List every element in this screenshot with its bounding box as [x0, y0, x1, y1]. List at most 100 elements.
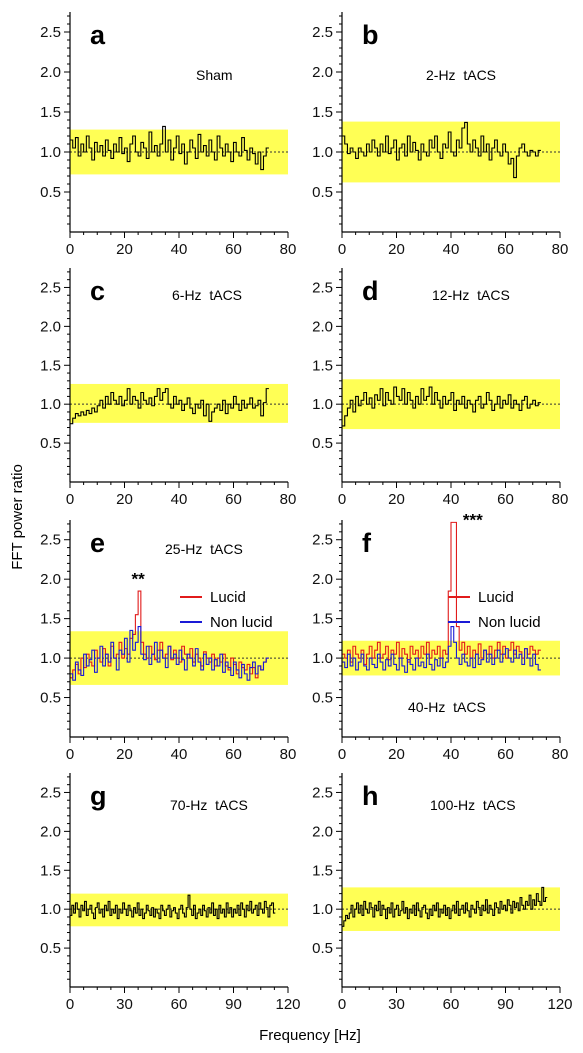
panel-e-y-tick-label: 2.5: [40, 532, 61, 549]
panel-g-series-0: [70, 894, 276, 920]
panel-h-letter: h: [362, 781, 379, 811]
panel-a: 0.5 1.0 1.5 2.0 2.5 0 20 40 60 80 a Sham: [40, 12, 296, 258]
panel-b-y-tick-label: 2.5: [312, 24, 333, 41]
panel-a-x-tick-label: 20: [116, 241, 133, 258]
panel-e-y-tick-label: 1.0: [40, 650, 61, 667]
panel-a-x-tick-label: 60: [225, 241, 242, 258]
panel-g-y-tick-label: 2.0: [40, 823, 61, 840]
panel-b-x-tick-label: 60: [497, 241, 514, 258]
panel-f-y-tick-label: 0.5: [312, 690, 333, 707]
panel-a-series-0: [70, 125, 269, 171]
panel-c-y-tick-label: 1.5: [40, 357, 61, 374]
panel-c-x-tick-label: 80: [280, 491, 297, 508]
panel-c-y-tick-label: 2.5: [40, 279, 61, 296]
panel-a-condition-label: Sham: [196, 67, 233, 83]
panel-e-x-tick-label: 80: [280, 746, 297, 763]
panel-d: 0.5 1.0 1.5 2.0 2.5 0 20 40 60 80 d 12-Hz tACS: [312, 268, 568, 508]
panel-d-x-tick-label: 60: [497, 491, 514, 508]
x-axis-title: Frequency [Hz]: [259, 1027, 361, 1044]
panel-d-x-tick-label: 80: [552, 491, 569, 508]
panel-f-significance: ***: [463, 511, 483, 530]
panel-c-x-tick-label: 20: [116, 491, 133, 508]
panel-e-series-non-lucid: [70, 625, 269, 681]
panel-g-x-tick-label: 0: [66, 996, 74, 1013]
panel-e-x-tick-label: 40: [171, 746, 188, 763]
panel-g-letter: g: [90, 781, 107, 811]
panel-e-y-tick-label: 0.5: [40, 690, 61, 707]
panel-f-y-tick-label: 1.0: [312, 650, 333, 667]
panel-a-y-tick-label: 2.5: [40, 24, 61, 41]
panel-f-x-tick-label: 80: [552, 746, 569, 763]
panel-e-condition-label: 25-Hz tACS: [165, 541, 243, 557]
panel-g-condition-label: 70-Hz tACS: [170, 797, 248, 813]
panel-b: 0.5 1.0 1.5 2.0 2.5 0 20 40 60 80 b 2-Hz tACS: [312, 12, 568, 258]
panel-h-x-tick-label: 60: [443, 996, 460, 1013]
panel-a-y-tick-label: 2.0: [40, 64, 61, 81]
panel-d-x-tick-label: 0: [338, 491, 346, 508]
panel-h-x-tick-label: 0: [338, 996, 346, 1013]
panel-f-x-tick-label: 40: [443, 746, 460, 763]
panel-c-x-tick-label: 0: [66, 491, 74, 508]
panel-f-condition-label: 40-Hz tACS: [408, 699, 486, 715]
panel-f-legend-label: Lucid: [478, 589, 514, 606]
panel-f: 0.5 1.0 1.5 2.0 2.5 0 20 40 60 80 f 40-Hz tACS Lucid…: [312, 511, 568, 763]
panel-b-y-tick-label: 1.5: [312, 104, 333, 121]
panel-b-y-tick-label: 2.0: [312, 64, 333, 81]
panel-f-legend-label: Non lucid: [478, 614, 541, 631]
panel-a-y-tick-label: 1.0: [40, 144, 61, 161]
panel-g-y-tick-label: 2.5: [40, 784, 61, 801]
panel-c-x-tick-label: 60: [225, 491, 242, 508]
panel-c-series-0: [70, 388, 269, 425]
panel-b-x-tick-label: 80: [552, 241, 569, 258]
panel-f-x-tick-label: 60: [497, 746, 514, 763]
panel-d-x-tick-label: 40: [443, 491, 460, 508]
panel-f-series-non-lucid: [342, 625, 541, 673]
panel-e-x-tick-label: 60: [225, 746, 242, 763]
panel-h-y-tick-label: 1.0: [312, 901, 333, 918]
panel-g-y-tick-label: 1.0: [40, 901, 61, 918]
panel-b-x-tick-label: 40: [443, 241, 460, 258]
panel-d-letter: d: [362, 276, 379, 306]
panel-a-x-tick-label: 80: [280, 241, 297, 258]
panel-b-x-tick-label: 0: [338, 241, 346, 258]
panel-c-y-tick-label: 0.5: [40, 435, 61, 452]
panel-c-y-tick-label: 2.0: [40, 318, 61, 335]
panel-h: 0.5 1.0 1.5 2.0 2.5 0 30 60 90 120 h 100-Hz tACS: [312, 773, 573, 1013]
panels: 0.5 1.0 1.5 2.0 2.5 0 20 40 60 80 a Sham 0.5 1.0 1.5 2.…: [40, 12, 573, 1013]
panel-b-x-tick-label: 20: [388, 241, 405, 258]
panel-h-series-0: [342, 886, 548, 927]
panel-b-y-tick-label: 1.0: [312, 144, 333, 161]
panel-b-y-tick-label: 0.5: [312, 184, 333, 201]
panel-h-y-tick-label: 0.5: [312, 940, 333, 957]
y-axis-title: FFT power ratio: [9, 464, 26, 570]
panel-b-letter: b: [362, 20, 379, 50]
panel-d-y-tick-label: 1.5: [312, 357, 333, 374]
panel-e-x-tick-label: 20: [116, 746, 133, 763]
panel-d-y-tick-label: 2.0: [312, 318, 333, 335]
panel-h-condition-label: 100-Hz tACS: [430, 797, 516, 813]
panel-c-x-tick-label: 40: [171, 491, 188, 508]
panel-f-x-tick-label: 0: [338, 746, 346, 763]
panel-h-x-tick-label: 30: [388, 996, 405, 1013]
panel-h-x-tick-label: 90: [497, 996, 514, 1013]
panel-d-series-0: [342, 386, 541, 427]
panel-a-y-tick-label: 0.5: [40, 184, 61, 201]
panel-g-y-tick-label: 1.5: [40, 862, 61, 879]
panel-e-legend-label: Lucid: [210, 589, 246, 606]
panel-a-y-tick-label: 1.5: [40, 104, 61, 121]
panel-f-x-tick-label: 20: [388, 746, 405, 763]
panel-f-y-tick-label: 2.5: [312, 532, 333, 549]
panel-h-x-tick-label: 120: [547, 996, 572, 1013]
panel-g-y-tick-label: 0.5: [40, 940, 61, 957]
panel-f-y-tick-label: 2.0: [312, 571, 333, 588]
panel-f-y-tick-label: 1.5: [312, 611, 333, 628]
panel-b-condition-label: 2-Hz tACS: [426, 67, 496, 83]
panel-g-x-tick-label: 120: [275, 996, 300, 1013]
panel-g-x-tick-label: 30: [116, 996, 133, 1013]
panel-h-y-tick-label: 2.0: [312, 823, 333, 840]
panel-e-y-tick-label: 2.0: [40, 571, 61, 588]
panel-c-condition-label: 6-Hz tACS: [172, 287, 242, 303]
panel-g: 0.5 1.0 1.5 2.0 2.5 0 30 60 90 120 g 70-Hz tACS: [40, 773, 301, 1013]
panel-h-y-tick-label: 1.5: [312, 862, 333, 879]
